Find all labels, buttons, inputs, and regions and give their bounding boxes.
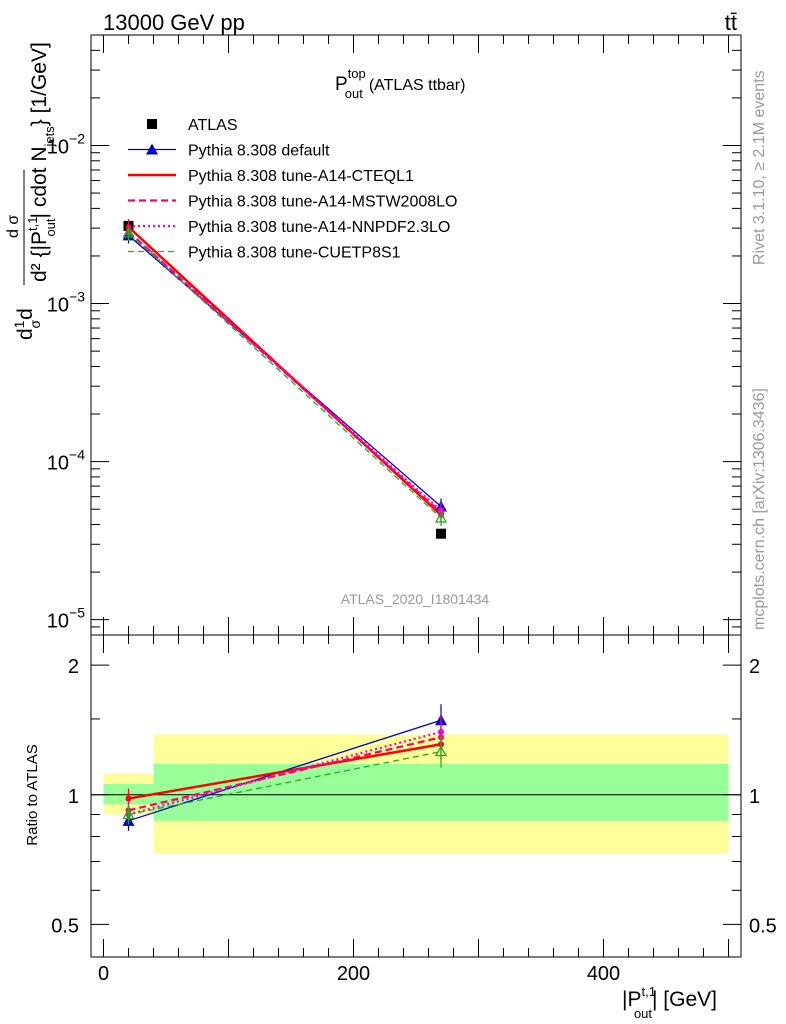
- ratio-ytick-label: 1: [68, 786, 79, 808]
- ratio-point-cuetp: [434, 745, 448, 757]
- ratio-bands: [91, 734, 741, 854]
- ratio-xtick-label: 200: [337, 963, 370, 985]
- legend-label-atlas: ATLAS: [188, 117, 238, 134]
- ratio-ytick-label-right: 0.5: [749, 915, 777, 937]
- legend-marker-atlas: [147, 119, 157, 129]
- ratio-point-nnpdf: [438, 728, 444, 735]
- main-ytick-label: 10−5: [47, 605, 85, 633]
- legend: ATLAS Pythia 8.308 default Pythia 8.308 tu…: [128, 117, 457, 262]
- main-point-cuetp: [434, 511, 448, 523]
- ratio-xtick-label: 400: [587, 963, 620, 985]
- svg-text:d1σd: d1σd: [11, 308, 43, 340]
- analysis-label: ATLAS_2020_I1801434: [341, 591, 490, 607]
- ratio-panel: [90, 634, 742, 958]
- title-sup: top: [348, 66, 366, 81]
- legend-label-cteql1: Pythia 8.308 tune-A14-CTEQL1: [188, 168, 414, 185]
- ratio-ytick-label-right: 1: [749, 786, 760, 808]
- mcplots-label: mcplots.cern.ch [arXiv:1306.3436]: [751, 388, 768, 630]
- ratio-frame-rect: [90, 634, 742, 958]
- ratio-ytick-label-right: 2: [749, 656, 760, 678]
- legend-label-cuetp: Pythia 8.308 tune-CUETP8S1: [188, 245, 401, 262]
- main-line-mstw: [127, 230, 442, 514]
- ratio-xtick-label: 0: [98, 963, 109, 985]
- header-left: 13000 GeV pp: [103, 10, 245, 35]
- title-main: P: [335, 74, 348, 95]
- main-point-atlas: [436, 528, 446, 539]
- ratio-line-cuetp: [128, 750, 442, 816]
- ratio-ylabel: Ratio to ATLAS: [24, 744, 41, 845]
- legend-label-default: Pythia 8.308 default: [188, 143, 330, 160]
- rivet-label: Rivet 3.1.10, ≥ 2.1M events: [751, 70, 768, 265]
- ratio-point-cuetp: [122, 808, 135, 820]
- ratio-series-group: [122, 704, 448, 831]
- header-right: tt̄: [725, 10, 737, 35]
- xlabel: |Pt,1 out| [GeV]: [622, 984, 717, 1021]
- ratio-line-cteql1: [128, 743, 442, 800]
- legend-marker-default: [146, 143, 158, 155]
- main-series-group: [122, 218, 448, 539]
- legend-label-mstw: Pythia 8.308 tune-A14-MSTW2008LO: [188, 194, 457, 211]
- title-sub: out: [345, 86, 363, 101]
- plot-title: Ptop out (ATLAS ttbar): [335, 66, 465, 101]
- legend-label-nnpdf: Pythia 8.308 tune-A14-NNPDF2.3LO: [188, 219, 450, 236]
- title-rest: (ATLAS ttbar): [369, 77, 466, 94]
- ylabel-numer: d σ: [5, 215, 22, 238]
- ratio-ytick-label: 0.5: [51, 915, 79, 937]
- ratio-ytick-label: 2: [68, 656, 79, 678]
- main-ytick-label: 10−2: [47, 130, 85, 158]
- ratio-point-cteql1: [125, 795, 132, 802]
- main-ytick-label: 10−4: [47, 447, 85, 475]
- main-ylabel: d1σd d σ d² {|Pt,1 out| cdot Njets} [1/Ge…: [5, 42, 58, 340]
- main-point-cuetp: [122, 226, 135, 238]
- ratio-axis-ticks: 0.5 0.5 1 1 2 2 0 200 400: [51, 635, 777, 985]
- ratio-line-nnpdf: [128, 730, 442, 816]
- main-ytick-label: 10−3: [47, 289, 85, 317]
- main-line-cuetp: [128, 232, 442, 519]
- ratio-band-stat: [153, 763, 729, 821]
